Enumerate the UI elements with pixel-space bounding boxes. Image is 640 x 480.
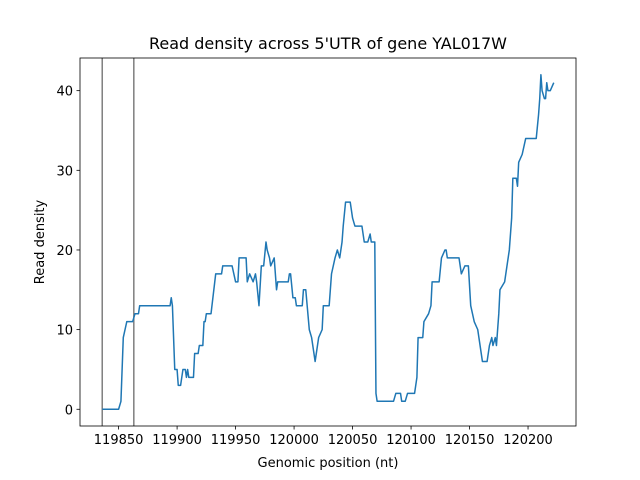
y-tick-label: 10 [56, 324, 73, 339]
x-tick-label: 120000 [269, 433, 319, 448]
x-tick-label: 120200 [503, 433, 553, 448]
x-tick-label: 119850 [94, 433, 144, 448]
x-tick-label: 119950 [211, 433, 261, 448]
y-axis-label: Read density [33, 199, 48, 284]
y-tick-label: 40 [56, 85, 73, 100]
x-tick-label: 120050 [328, 433, 378, 448]
x-tick-label: 119900 [152, 433, 202, 448]
x-tick-label: 120150 [445, 433, 495, 448]
x-tick-label: 120100 [386, 433, 436, 448]
x-axis-label: Genomic position (nt) [258, 456, 399, 471]
data-line [102, 73, 555, 411]
chart-title: Read density across 5'UTR of gene YAL017… [149, 34, 507, 53]
y-tick-label: 0 [65, 403, 73, 418]
y-tick-label: 20 [56, 244, 73, 259]
y-tick-label: 30 [56, 164, 73, 179]
plot-frame [79, 57, 577, 427]
